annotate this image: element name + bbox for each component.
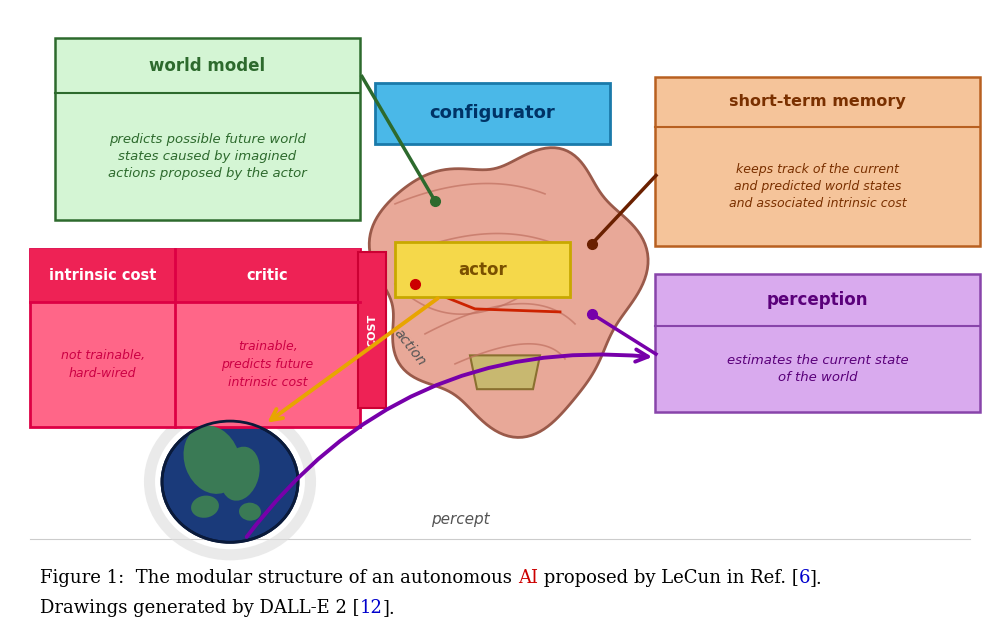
FancyBboxPatch shape [30, 249, 360, 302]
Polygon shape [369, 148, 648, 438]
Text: configurator: configurator [430, 104, 555, 122]
Text: 12: 12 [360, 599, 382, 617]
Text: short-term memory: short-term memory [729, 94, 906, 110]
FancyBboxPatch shape [655, 77, 980, 246]
FancyBboxPatch shape [395, 242, 570, 297]
Text: critic: critic [247, 268, 288, 283]
Text: 6: 6 [798, 569, 810, 587]
FancyBboxPatch shape [30, 249, 360, 427]
Text: ].: ]. [810, 569, 823, 587]
Text: Figure 1:  The modular structure of an autonomous: Figure 1: The modular structure of an au… [40, 569, 518, 587]
Text: trainable,
predicts future
intrinsic cost: trainable, predicts future intrinsic cos… [221, 341, 314, 389]
Text: percept: percept [431, 512, 489, 528]
Text: proposed by LeCun in Ref. [: proposed by LeCun in Ref. [ [538, 569, 798, 587]
Text: world model: world model [149, 57, 266, 75]
Text: action: action [391, 327, 429, 369]
Text: predicts possible future world
states caused by imagined
actions proposed by the: predicts possible future world states ca… [108, 133, 307, 180]
FancyBboxPatch shape [55, 38, 360, 220]
Text: Drawings generated by DALL-E 2 [: Drawings generated by DALL-E 2 [ [40, 599, 360, 617]
Ellipse shape [220, 447, 260, 501]
FancyBboxPatch shape [655, 274, 980, 412]
Text: actor: actor [458, 260, 507, 279]
Ellipse shape [239, 503, 261, 521]
Text: ].: ]. [382, 599, 395, 617]
Text: intrinsic cost: intrinsic cost [49, 268, 156, 283]
Text: keeps track of the current
and predicted world states
and associated intrinsic c: keeps track of the current and predicted… [729, 163, 906, 210]
Text: estimates the current state
of the world: estimates the current state of the world [727, 354, 908, 384]
Polygon shape [470, 355, 540, 389]
Text: not trainable,
hard-wired: not trainable, hard-wired [61, 350, 145, 380]
FancyBboxPatch shape [358, 252, 386, 408]
Ellipse shape [162, 421, 298, 542]
Ellipse shape [184, 426, 240, 494]
Text: perception: perception [767, 292, 868, 309]
Text: COST: COST [367, 313, 377, 347]
FancyBboxPatch shape [375, 83, 610, 144]
Ellipse shape [191, 496, 219, 518]
Text: AI: AI [518, 569, 538, 587]
